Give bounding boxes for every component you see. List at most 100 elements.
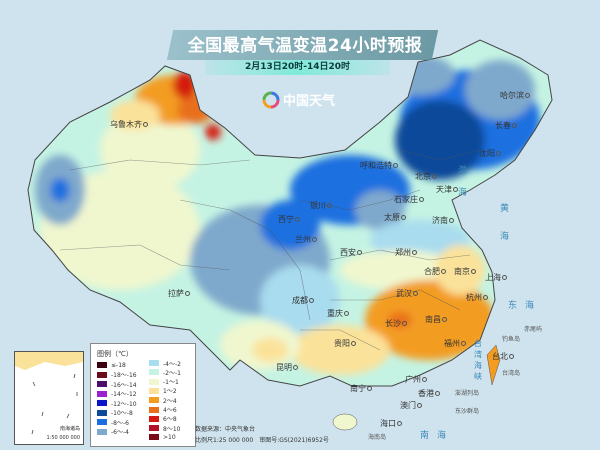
legend-item: 8～10 [149, 424, 181, 433]
legend-item: 4～6 [149, 406, 177, 414]
city-label: 澳门 [400, 400, 422, 411]
subtitle-bar [205, 60, 390, 75]
legend-label: -12～-10 [111, 400, 137, 408]
legend-item: -18～-16 [97, 371, 137, 379]
legend-label: -14～-12 [111, 391, 137, 398]
city-label: 呼和浩特 [360, 160, 398, 171]
legend-label: ≤-18 [111, 361, 126, 369]
city-label: 南宁 [350, 383, 372, 394]
city-label: 台北 [492, 351, 514, 362]
legend-swatch [97, 400, 107, 406]
legend-swatch [97, 371, 107, 378]
south-china-sea-inset: 南海诸岛 1:50 000 000 [14, 351, 84, 445]
legend-item: 2～4 [149, 396, 177, 405]
legend-item: -16～-14 [97, 380, 137, 389]
city-label: 昆明 [276, 362, 298, 373]
legend-swatch [149, 360, 159, 366]
city-label: 杭州 [466, 292, 488, 303]
sea-label-nanhai: 南海 [420, 431, 455, 441]
inset-map [15, 352, 83, 435]
city-label: 重庆 [327, 308, 349, 319]
city-label: 南京 [454, 266, 476, 277]
city-label: 长沙 [385, 318, 407, 329]
city-label: 西安 [340, 247, 362, 258]
city-label: 石家庄 [394, 194, 424, 205]
legend-item: -6～-4 [97, 428, 129, 436]
legend: 图例（℃） ≤-18 -18～-16 -16～-14 -14～-12 -12～-10 -1… [90, 343, 196, 447]
sea-label-donghai: 东海 [508, 301, 543, 311]
island-label: 台湾岛 [502, 370, 521, 377]
city-label: 沈阳 [479, 148, 501, 159]
island-label: 钓鱼岛 [502, 336, 521, 343]
city-label: 天津 [436, 184, 458, 195]
island-label: 赤尾屿 [524, 326, 543, 333]
island-label: 澎湖列岛 [455, 390, 480, 397]
legend-label: 4～6 [163, 407, 177, 414]
legend-swatch [97, 428, 107, 435]
inset-scale: 1:50 000 000 [46, 435, 81, 441]
legend-swatch [149, 415, 159, 422]
legend-item: -8～-6 [97, 418, 129, 427]
city-label: 成都 [292, 295, 314, 306]
island-label: 东沙群岛 [455, 408, 480, 415]
legend-item: 1～2 [149, 387, 177, 395]
legend-item: -4～-2 [149, 359, 181, 368]
brand-name: 中国天气 [283, 94, 336, 109]
city-label: 乌鲁木齐 [110, 119, 148, 130]
map-subtitle: 2月13日20时-14日20时 [244, 62, 351, 72]
city-label: 北京 [415, 171, 437, 182]
legend-label: 8～10 [163, 425, 181, 433]
legend-swatch [149, 378, 159, 385]
city-label: 贵阳 [334, 338, 356, 349]
city-label: 武汉 [396, 288, 418, 299]
legend-item: -12～-10 [97, 399, 137, 408]
legend-swatch [149, 397, 159, 404]
city-label: 合肥 [424, 266, 446, 277]
city-label: 香港 [418, 388, 440, 399]
city-label: 西宁 [278, 214, 300, 225]
sea-label-taiwan-strait: 台湾海峡 [474, 339, 482, 381]
legend-swatch [97, 390, 107, 397]
inset-title: 南海诸岛 [59, 426, 80, 432]
legend-swatch [149, 387, 159, 394]
legend-label: -6～-4 [111, 429, 129, 436]
city-label: 长春 [495, 120, 517, 131]
legend-label: -10～-8 [111, 410, 133, 417]
legend-item: -2～-1 [149, 368, 181, 377]
legend-swatch [149, 369, 159, 376]
brand-logo: 中国天气 [262, 90, 335, 109]
city-label: 南昌 [425, 314, 447, 325]
swirl-logo-icon [262, 91, 280, 108]
legend-item: 6～8 [149, 415, 177, 423]
sea-label-huanghai: 黄海 [500, 204, 510, 242]
legend-swatch [97, 362, 107, 368]
legend-label: -16～-14 [111, 381, 137, 389]
hainan-island [332, 413, 358, 431]
legend-swatch [149, 425, 159, 432]
legend-label: -8～-6 [111, 419, 129, 427]
legend-label: -4～-2 [163, 360, 181, 368]
legend-label: -2～-1 [163, 369, 181, 377]
legend-item: >10 [149, 433, 176, 441]
legend-label: 2～4 [163, 397, 177, 405]
legend-item: -1～1 [149, 378, 179, 386]
city-label: 广州 [405, 374, 427, 385]
legend-swatch [149, 406, 159, 413]
national-border [27, 39, 553, 387]
city-label: 兰州 [295, 234, 317, 245]
legend-label: -18～-16 [111, 372, 137, 379]
legend-swatch [97, 409, 107, 416]
sea-label-bohai: 渤海 [458, 166, 468, 198]
city-label: 哈尔滨 [500, 90, 530, 101]
legend-label: >10 [163, 433, 176, 441]
city-label: 郑州 [395, 247, 417, 258]
legend-label: 6～8 [163, 416, 177, 424]
legend-swatch [97, 381, 107, 387]
legend-item: -10～-8 [97, 409, 133, 417]
scale-and-approval: 比例尺1:25 000 000 审图号:GS(2021)6952号 [195, 437, 329, 444]
legend-swatch [149, 434, 159, 441]
island-label: 海南岛 [368, 434, 387, 441]
city-label: 济南 [432, 215, 454, 226]
legend-title: 图例（℃） [97, 350, 133, 358]
city-label: 太原 [384, 212, 406, 223]
